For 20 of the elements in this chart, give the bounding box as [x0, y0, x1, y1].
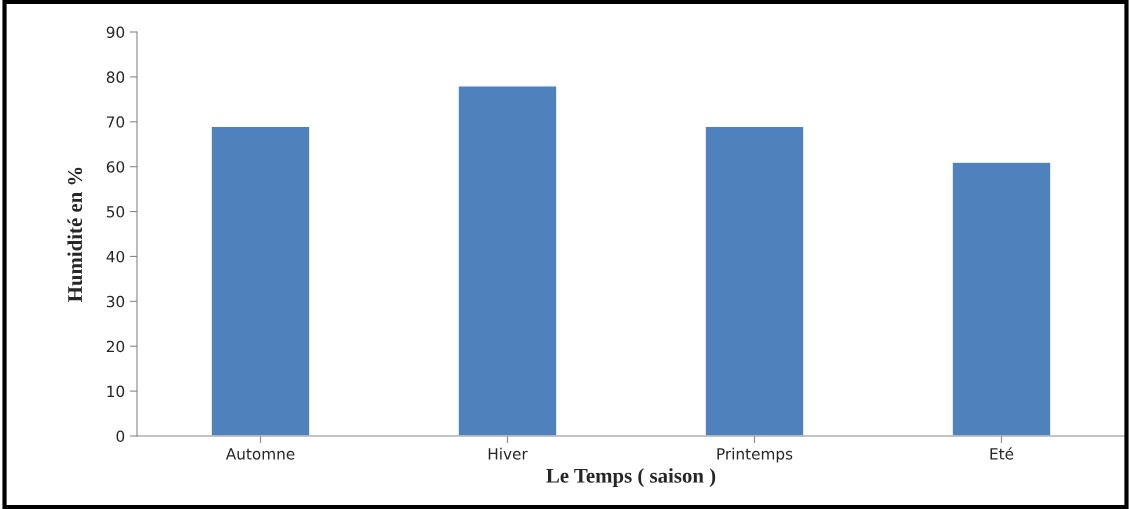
- y-tick-label: 50: [106, 206, 125, 218]
- bar: [951, 161, 1052, 436]
- y-tick-label: 10: [107, 385, 125, 398]
- y-tick-label: 90: [106, 26, 125, 39]
- x-axis-title: Le Temps ( saison ): [546, 468, 716, 488]
- y-tick-label: 60: [106, 161, 125, 173]
- y-tick-label: 40: [106, 250, 125, 263]
- y-tick-label: 20: [106, 340, 125, 353]
- x-tick-label: Automne: [225, 448, 295, 460]
- x-tick-label: Eté: [990, 447, 1014, 460]
- bar: [704, 125, 805, 436]
- x-tick-label: Printemps: [717, 447, 793, 463]
- y-axis-title: Humidité en %: [67, 167, 83, 302]
- y-tick-label: 70: [107, 116, 125, 128]
- y-tick-label: 80: [106, 71, 125, 83]
- x-tick-label: Hiver: [488, 447, 528, 460]
- bar: [457, 85, 558, 436]
- bar: [210, 125, 311, 436]
- y-tick-label: 0: [116, 430, 125, 443]
- y-tick-label: 30: [106, 295, 125, 308]
